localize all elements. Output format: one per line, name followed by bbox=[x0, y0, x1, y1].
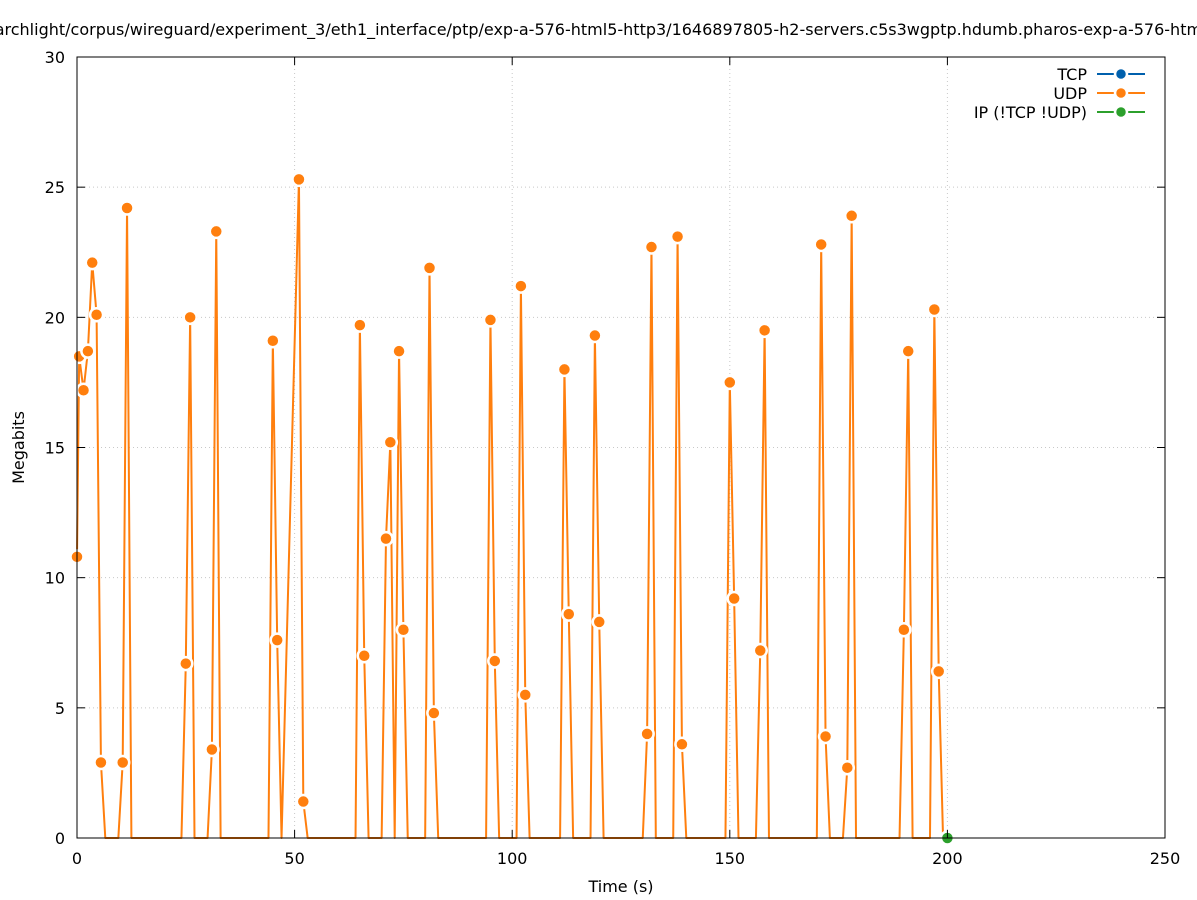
data-point bbox=[119, 200, 135, 216]
y-tick-label: 20 bbox=[45, 308, 65, 327]
data-point bbox=[556, 361, 573, 378]
data-point bbox=[643, 239, 660, 255]
data-point bbox=[114, 754, 131, 771]
legend-label: IP (!TCP !UDP) bbox=[974, 103, 1087, 122]
data-point bbox=[208, 223, 225, 240]
data-point bbox=[291, 171, 307, 188]
data-point bbox=[75, 382, 92, 398]
data-point bbox=[843, 208, 860, 224]
legend-entry: TCP bbox=[1056, 65, 1145, 84]
data-point bbox=[591, 614, 607, 630]
data-point bbox=[426, 705, 442, 721]
y-tick-label: 5 bbox=[55, 699, 65, 718]
data-point bbox=[639, 726, 655, 742]
data-point bbox=[352, 317, 368, 333]
y-tick-label: 30 bbox=[45, 48, 65, 67]
series-layer bbox=[69, 171, 956, 846]
y-tick-label: 0 bbox=[55, 829, 65, 848]
data-point bbox=[84, 254, 100, 271]
data-point bbox=[930, 663, 947, 680]
data-point bbox=[88, 306, 105, 323]
y-axis-label: Megabits bbox=[9, 411, 28, 484]
data-point bbox=[817, 728, 834, 745]
axes: 0 50 100 150 200 250 0 5 10 15 20 25 30 bbox=[45, 48, 1181, 868]
data-point bbox=[295, 793, 312, 810]
data-point bbox=[722, 374, 738, 391]
x-axis-label: Time (s) bbox=[587, 877, 653, 896]
data-point bbox=[587, 327, 603, 344]
y-tick-label: 10 bbox=[45, 569, 65, 588]
data-point bbox=[900, 343, 916, 359]
data-point bbox=[356, 648, 372, 664]
data-point bbox=[896, 621, 912, 638]
data-point bbox=[269, 632, 285, 648]
legend-marker bbox=[1113, 85, 1129, 101]
x-tick-label: 50 bbox=[284, 849, 304, 868]
data-point bbox=[674, 736, 690, 753]
x-tick-label: 150 bbox=[715, 849, 746, 868]
legend-marker bbox=[1113, 104, 1129, 120]
data-point bbox=[378, 530, 394, 547]
data-point bbox=[839, 759, 856, 776]
data-point bbox=[265, 333, 281, 349]
data-point bbox=[669, 228, 686, 245]
data-point bbox=[752, 642, 769, 659]
y-tick-label: 15 bbox=[45, 439, 65, 458]
data-point bbox=[178, 655, 194, 672]
data-point bbox=[926, 301, 943, 318]
x-tick-label: 200 bbox=[932, 849, 963, 868]
data-point bbox=[93, 754, 109, 771]
legend-marker bbox=[1113, 66, 1129, 82]
x-tick-label: 0 bbox=[72, 849, 82, 868]
data-point bbox=[561, 606, 577, 622]
x-tick-label: 250 bbox=[1150, 849, 1181, 868]
data-point bbox=[756, 322, 773, 339]
series-1 bbox=[69, 171, 947, 839]
chart-title: searchlight/corpus/wireguard/experiment_… bbox=[0, 20, 1197, 40]
data-point bbox=[395, 621, 412, 638]
data-point bbox=[382, 434, 399, 451]
y-tick-label: 25 bbox=[45, 178, 65, 197]
grid bbox=[77, 57, 1165, 838]
data-point bbox=[391, 343, 407, 359]
legend-label: TCP bbox=[1056, 65, 1087, 84]
legend-entry: IP (!TCP !UDP) bbox=[974, 103, 1145, 122]
data-point bbox=[421, 260, 438, 276]
legend-label: UDP bbox=[1053, 84, 1087, 103]
data-point bbox=[80, 343, 96, 359]
data-point bbox=[182, 309, 198, 326]
data-point bbox=[487, 653, 503, 669]
data-point bbox=[513, 278, 529, 294]
x-tick-label: 100 bbox=[497, 849, 528, 868]
legend-entry: UDP bbox=[1053, 84, 1145, 103]
data-point bbox=[517, 687, 534, 703]
data-point bbox=[204, 741, 220, 758]
data-point bbox=[813, 236, 829, 253]
data-point bbox=[726, 590, 742, 607]
data-point bbox=[482, 312, 499, 328]
